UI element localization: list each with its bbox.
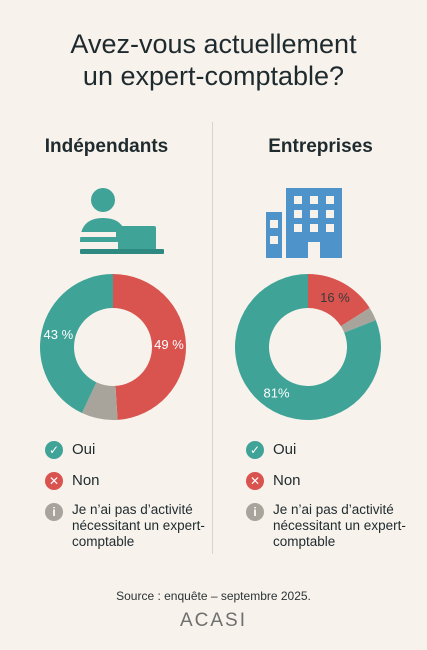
independants-legend: ✓ Oui ✕ Non i Je n’ai pas d’activité néc… [45,440,205,562]
building-icon [214,186,427,260]
legend-item-oui: ✓ Oui [45,440,205,459]
title-line-2: un expert-comptable? [82,61,345,91]
legend-label-non: Non [273,472,301,489]
data-label-non: 49 % [154,337,184,352]
check-icon: ✓ [246,441,264,459]
legend-item-oui: ✓ Oui [246,440,406,459]
independants-title: Indépendants [44,136,169,157]
slice-non [113,274,186,420]
independants-donut-chart: 49 % 43 % [40,274,186,420]
independants-column: Indépendants 49 % 43 % ✓ Oui ✕ Non i Je n… [0,0,213,560]
legend-label-na: Je n’ai pas d’activité nécessitant un ex… [273,502,406,549]
check-icon: ✓ [45,441,63,459]
data-label-oui: 43 % [44,327,74,342]
legend-label-na: Je n’ai pas d’activité nécessitant un ex… [72,502,205,549]
slice-oui [235,274,381,420]
source-note: Source : enquête – septembre 2025. [116,589,311,603]
acasi-logo: ACASI [179,610,248,631]
column-divider [212,122,213,554]
entreprises-legend: ✓ Oui ✕ Non i Je n’ai pas d’activité néc… [246,440,406,562]
legend-item-na: i Je n’ai pas d’activité nécessitant un … [45,502,205,550]
legend-item-na: i Je n’ai pas d’activité nécessitant un … [246,502,406,550]
cross-icon: ✕ [45,472,63,490]
entreprises-donut-chart: 16 % 81% [235,274,381,420]
legend-item-non: ✕ Non [45,471,205,490]
legend-item-non: ✕ Non [246,471,406,490]
info-icon: i [246,503,264,521]
legend-label-oui: Oui [273,441,297,458]
page-title: Avez-vous actuellement un expert-comptab… [0,28,427,92]
slice-na [340,307,376,333]
entreprises-column: Entreprises 16 % 81% ✓ Oui ✕ Non i [214,0,427,560]
data-label-non: 16 % [320,290,350,305]
data-label-oui: 81% [264,385,290,400]
person-laptop-icon [0,186,213,260]
slice-na [81,382,118,420]
legend-label-oui: Oui [72,441,96,458]
entreprises-title: Entreprises [268,136,373,157]
slice-oui [40,274,113,414]
cross-icon: ✕ [246,472,264,490]
info-icon: i [45,503,63,521]
title-line-1: Avez-vous actuellement [70,29,357,59]
legend-label-non: Non [72,472,100,489]
slice-non [308,274,370,327]
